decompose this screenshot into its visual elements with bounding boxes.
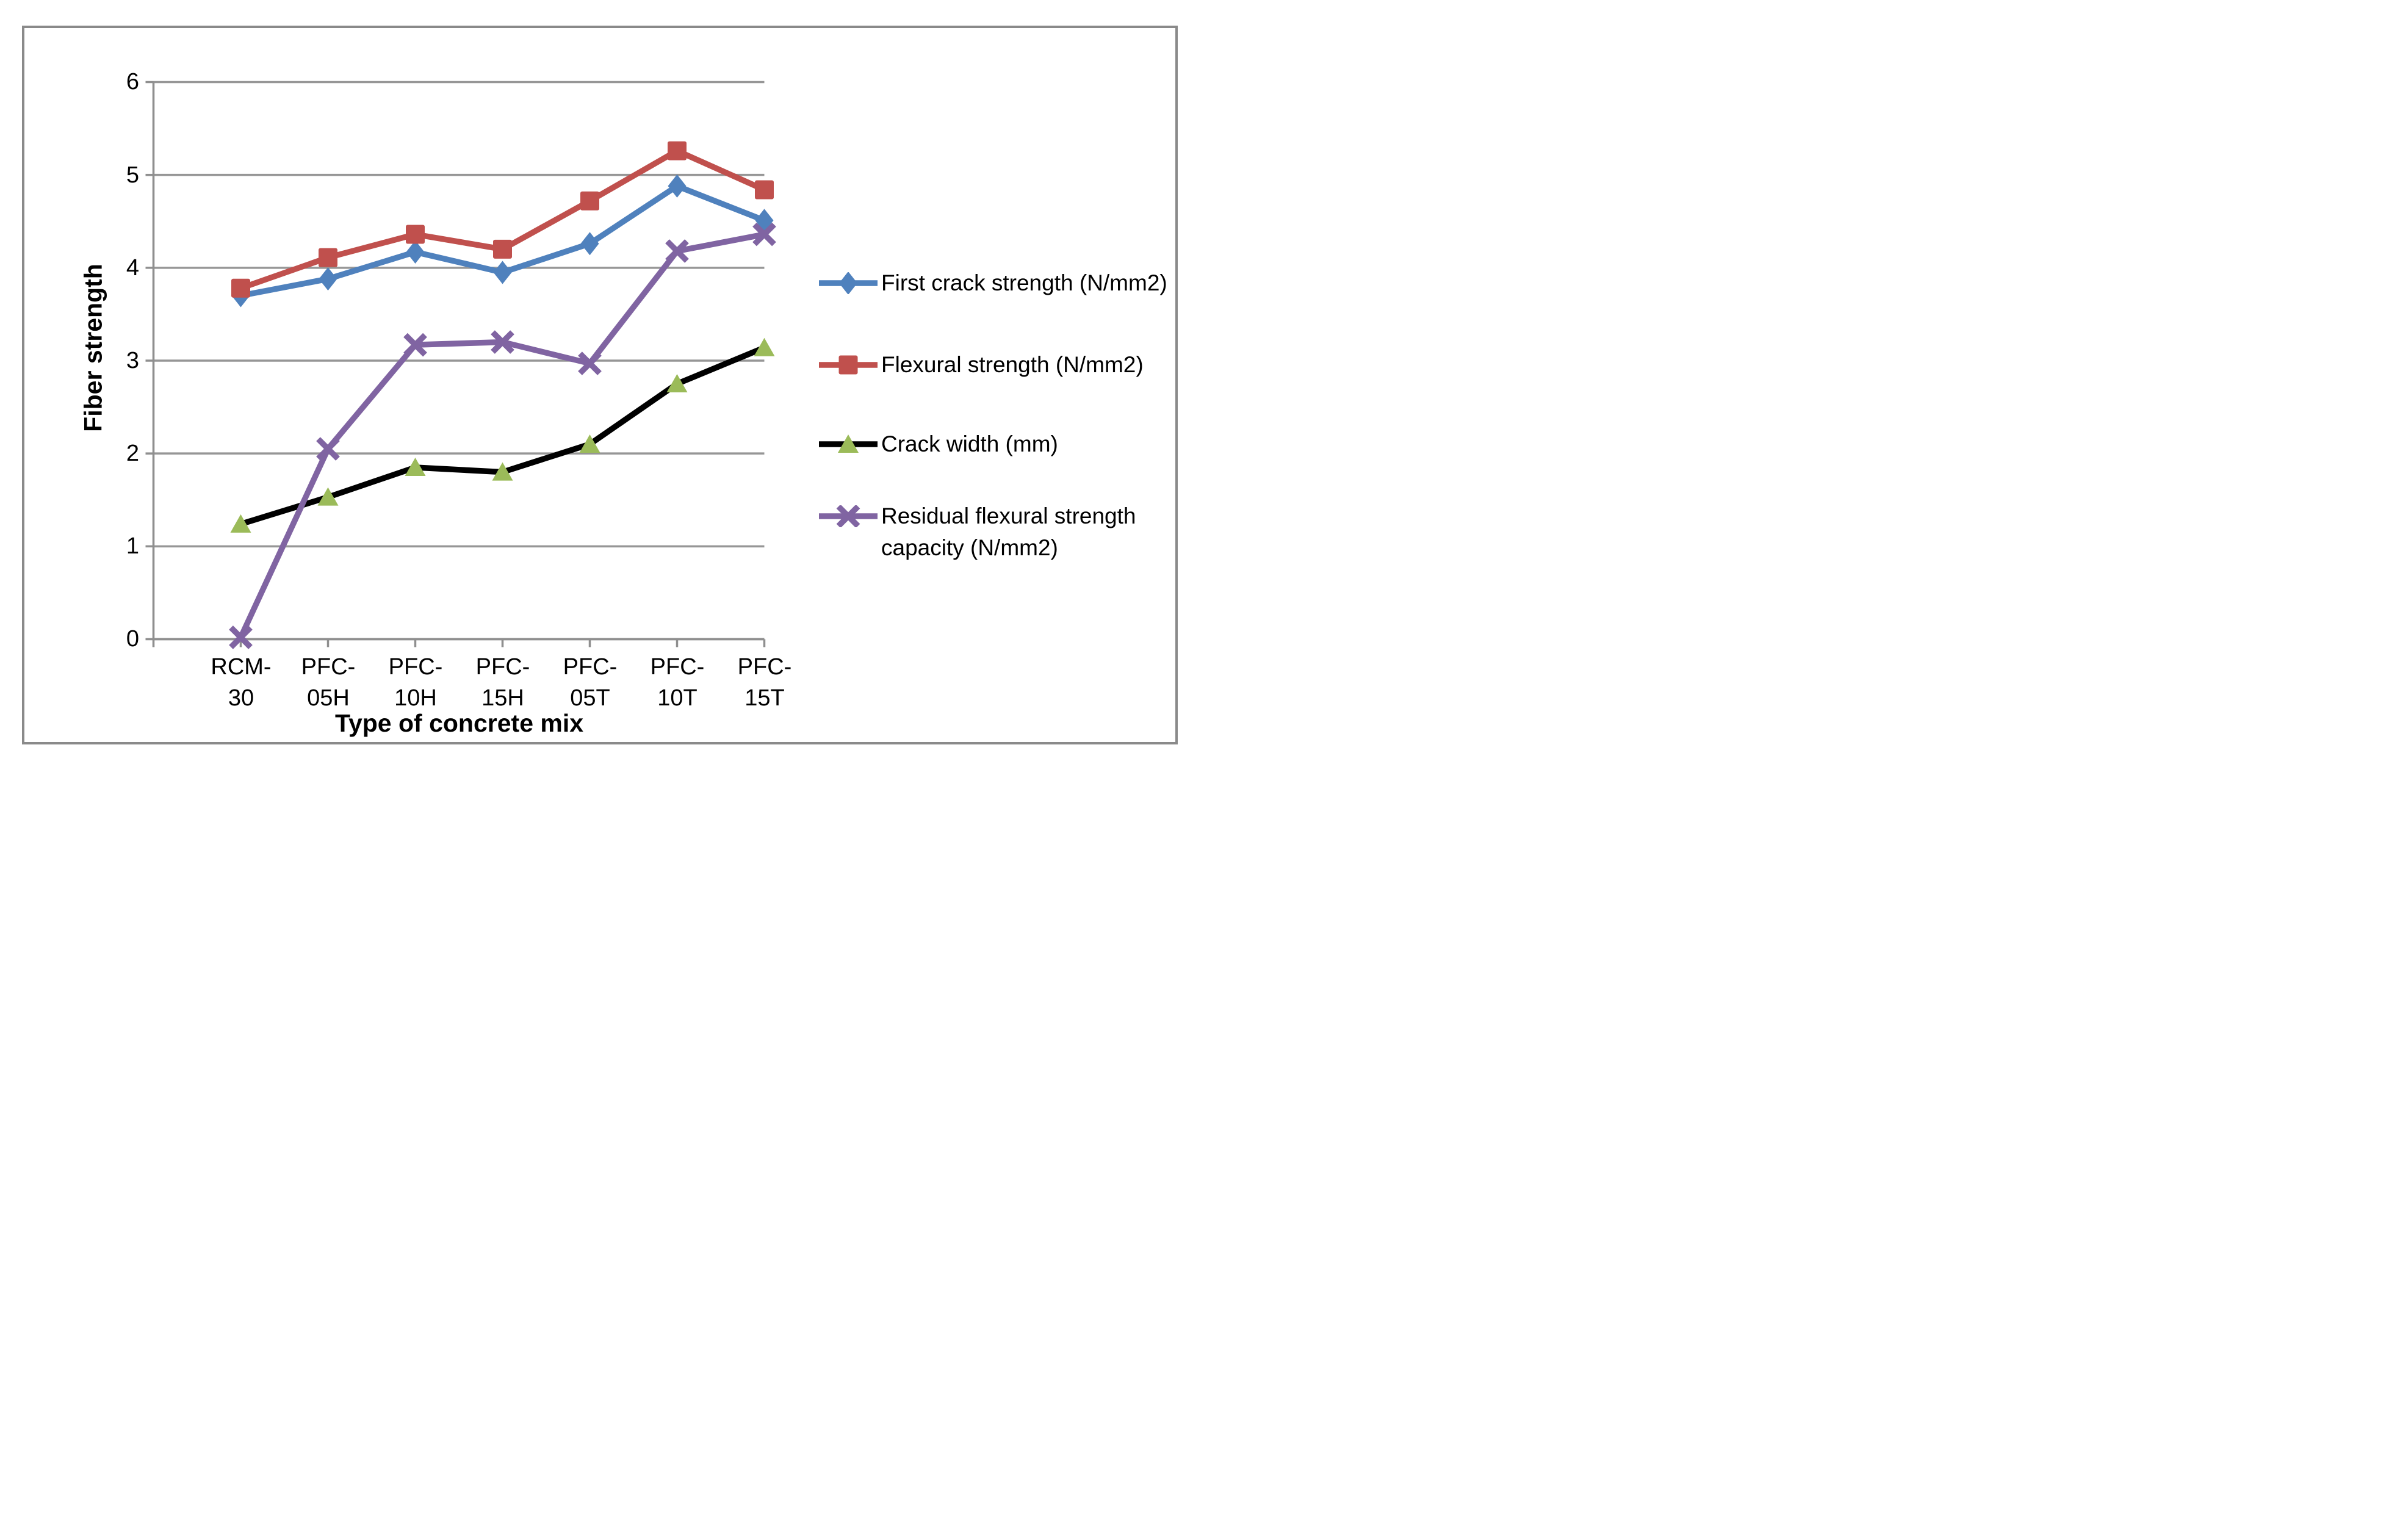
legend-marker-glyph-0 — [819, 272, 878, 294]
marker-s3-p5 — [665, 239, 689, 263]
y-axis-title: Fiber strength — [79, 264, 107, 432]
x-tick-label-pfc-10h: PFC- 10H — [364, 652, 467, 714]
legend-item-residual: Residual flexural strength capacity (N/m… — [818, 500, 1136, 564]
chart-plot-svg — [145, 81, 776, 649]
marker-s2-p5 — [666, 374, 688, 393]
x-tick-line2: 05H — [307, 685, 350, 711]
legend-marker-glyph-1 — [819, 355, 878, 375]
marker-s1-p1 — [319, 248, 337, 267]
x-axis-title: Type of concrete mix — [334, 709, 584, 737]
legend-label: Crack width (mm) — [881, 428, 1058, 460]
marker-s2-p0 — [230, 514, 251, 533]
marker-s0-p5 — [668, 174, 687, 198]
marker-s2-p2 — [405, 457, 426, 476]
legend-glyph-2 — [838, 434, 859, 453]
marker-s1-p3 — [493, 239, 512, 259]
legend-item-crack-width: Crack width (mm) — [818, 428, 1058, 460]
legend-label: Residual flexural strength capacity (N/m… — [881, 500, 1136, 564]
x-tick-line1: PFC- — [650, 654, 705, 680]
marker-s2-p3 — [492, 462, 513, 481]
y-tick-label-0: 0 — [126, 626, 139, 652]
legend-glyph-3 — [836, 505, 860, 527]
marker-s3-p1 — [316, 437, 340, 461]
marker-s1-p5 — [668, 141, 687, 160]
legend-glyph-0 — [839, 272, 857, 294]
chart-frame: 6 5 4 3 2 1 0 RCM- 30 PFC- 05H PFC- 10H PFC… — [22, 26, 1178, 744]
marker-s1-p2 — [406, 225, 425, 244]
marker-s3-p3 — [491, 330, 514, 354]
legend-marker-3 — [819, 505, 878, 527]
x-tick-label-rcm-30: RCM- 30 — [189, 652, 293, 714]
x-tick-line2: 30 — [228, 685, 254, 711]
legend-label-line: Flexural strength (N/mm2) — [881, 352, 1144, 377]
legend-glyph-1 — [838, 355, 858, 375]
legend-marker-2 — [819, 434, 878, 453]
series-3 — [229, 222, 776, 649]
marker-s0-p4 — [580, 232, 599, 256]
y-tick-label-2: 2 — [126, 441, 139, 466]
x-tick-line1: RCM- — [211, 654, 272, 680]
x-tick-line2: 10H — [394, 685, 437, 711]
marker-s2-p1 — [317, 487, 339, 506]
x-tick-line1: PFC- — [301, 654, 356, 680]
marker-s3-p0 — [229, 625, 253, 649]
y-tick-label-3: 3 — [126, 348, 139, 373]
marker-s2-p6 — [754, 337, 775, 356]
y-tick-label-6: 6 — [126, 69, 139, 95]
marker-s3-p4 — [578, 351, 602, 375]
x-tick-line2: 10T — [657, 685, 698, 711]
legend-label-line: First crack strength (N/mm2) — [881, 270, 1167, 295]
legend-label-line: capacity (N/mm2) — [881, 535, 1058, 560]
legend-marker-1 — [819, 355, 878, 375]
legend-marker-glyph-3 — [819, 505, 878, 527]
legend-item-flexural: Flexural strength (N/mm2) — [818, 349, 1144, 381]
y-tick-label-5: 5 — [126, 162, 139, 188]
x-tick-label-pfc-10t: PFC- 10T — [625, 652, 729, 714]
marker-s0-p1 — [319, 267, 337, 291]
x-tick-line2: 15H — [481, 685, 524, 711]
y-tick-label-4: 4 — [126, 255, 139, 281]
series-line-2 — [240, 345, 766, 527]
marker-s0-p3 — [493, 261, 512, 284]
legend-label-line: Residual flexural strength — [881, 503, 1136, 528]
legend-label: Flexural strength (N/mm2) — [881, 349, 1144, 381]
marker-s0-p2 — [406, 240, 425, 264]
x-tick-line2: 05T — [570, 685, 610, 711]
series-2 — [230, 337, 775, 533]
y-tick-label-1: 1 — [126, 533, 139, 559]
marker-s1-p4 — [580, 191, 599, 211]
x-tick-line2: 15T — [744, 685, 785, 711]
legend-label: First crack strength (N/mm2) — [881, 267, 1167, 299]
series-1 — [231, 141, 774, 298]
marker-s2-p4 — [579, 434, 600, 453]
legend-label-line: Crack width (mm) — [881, 431, 1058, 456]
x-tick-label-pfc-15h: PFC- 15H — [451, 652, 555, 714]
x-tick-line1: PFC- — [737, 654, 792, 680]
marker-s1-p6 — [755, 180, 774, 200]
x-tick-label-pfc-05h: PFC- 05H — [276, 652, 380, 714]
legend-item-first-crack: First crack strength (N/mm2) — [818, 267, 1167, 299]
legend-marker-0 — [819, 272, 878, 294]
marker-s3-p2 — [403, 333, 427, 357]
series-line-3 — [238, 231, 765, 639]
x-tick-label-pfc-05t: PFC- 05T — [538, 652, 642, 714]
x-tick-line1: PFC- — [475, 654, 530, 680]
x-tick-line1: PFC- — [563, 654, 618, 680]
chart-page: { "chart_data": { "type": "line", "title… — [0, 0, 1204, 765]
legend-marker-glyph-2 — [819, 434, 878, 453]
marker-s1-p0 — [231, 278, 250, 298]
x-tick-line1: PFC- — [388, 654, 443, 680]
marker-s3-p6 — [752, 222, 776, 247]
x-tick-label-pfc-15t: PFC- 15T — [713, 652, 816, 714]
